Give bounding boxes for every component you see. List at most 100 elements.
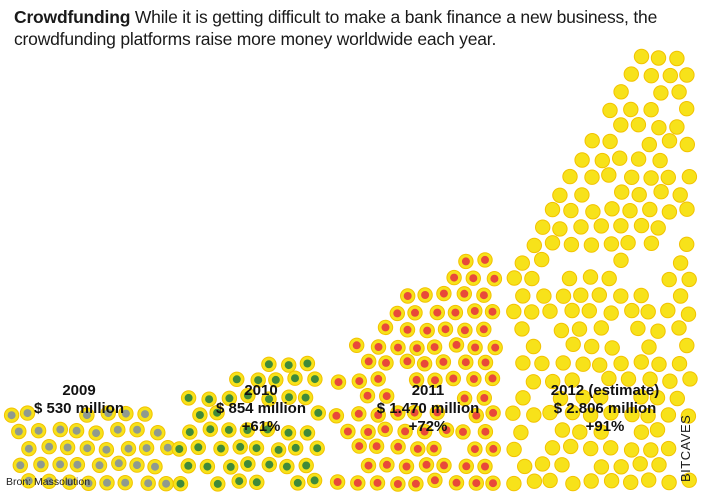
coin-2011 [438,422,455,438]
coin-2012 [604,201,620,217]
coin-2012 [681,472,697,488]
coin-2011 [389,305,405,322]
coin-2012 [574,187,590,203]
coin-2012 [660,169,676,186]
coin-2011 [377,319,394,336]
coin-2011 [436,285,452,302]
coin-2011 [416,356,433,372]
coin-2012 [585,204,601,220]
label-2012-growth: +91% [585,418,625,435]
coin-2010 [287,370,303,386]
coin-2009 [68,423,85,439]
coin-2012 [649,422,666,438]
coin-2012 [643,235,660,252]
coin-2012 [506,475,522,492]
coin-2010 [281,357,297,373]
coin-2011 [351,406,367,422]
coin-2009 [61,474,78,490]
coin-2010 [270,442,287,458]
coin-2012 [640,304,656,320]
coin-2011 [370,407,386,423]
coin-2011 [426,440,442,457]
coin-2010 [213,440,229,457]
coin-2009 [19,405,36,421]
coin-2012 [515,355,531,371]
coin-2011 [349,337,365,353]
coin-2012 [506,270,522,286]
coin-2011 [378,355,394,371]
coin-2012 [633,217,650,234]
coin-2012 [669,119,685,135]
coin-2011 [446,269,462,286]
coin-2012 [552,187,568,204]
coin-2010 [248,440,265,456]
coin-2011 [468,407,484,424]
coin-2012 [650,220,666,236]
coin-2012 [650,50,667,66]
coin-2012 [515,390,531,406]
coin-2010 [240,387,256,404]
coin-2012 [642,201,658,218]
coin-2012 [631,187,647,203]
coin-2011 [361,353,377,370]
coin-2011 [410,441,426,457]
coin-2011 [477,458,493,475]
coin-2011 [465,270,481,286]
coin-2012 [534,251,550,268]
coin-2009 [41,473,57,489]
coin-2012 [593,459,610,475]
coin-2011 [351,373,367,389]
coin-2010 [249,474,265,490]
coin-2012 [571,321,588,337]
coin-2012 [679,67,695,83]
coin-2011 [427,372,443,388]
coin-2009 [69,457,86,473]
coin-2011 [436,457,452,474]
coin-2012 [661,271,677,288]
coin-2012 [653,85,669,101]
coin-2012 [613,218,629,234]
coin-2012 [582,269,599,285]
coin-2012 [613,355,629,372]
coin-2012 [593,389,609,405]
coin-2012 [661,133,678,149]
coin-2011 [400,288,416,304]
coin-2012 [592,357,608,373]
coin-2012 [534,456,551,472]
coin-2012 [603,405,619,421]
coin-2010 [290,475,306,491]
coin-2009 [117,475,133,491]
coin-2012 [679,337,695,354]
coin-2012 [602,133,618,150]
coin-2012 [524,270,540,287]
coin-2012 [603,473,620,489]
coin-2009 [98,442,115,458]
coin-2009 [138,440,155,456]
coin-2010 [307,371,323,387]
coin-2011 [370,339,387,355]
coin-2010 [209,405,225,421]
coin-2009 [30,423,47,439]
coin-2012 [660,407,677,423]
coin-2012 [564,302,580,319]
coin-2012 [623,101,639,118]
coin-2009 [110,422,126,438]
coin-2011 [435,354,452,370]
coin-2011 [408,372,425,388]
coin-2012 [572,424,588,440]
coin-2012 [554,457,570,473]
coin-2011 [485,405,501,421]
coin-2012 [562,168,578,185]
coin-2011 [447,304,464,321]
coin-2012 [524,304,540,320]
coin-2012 [583,440,599,457]
coin-2011 [437,321,454,337]
coin-2010 [261,391,277,407]
coin-2010 [259,421,276,438]
coin-2012 [584,133,600,149]
label-2009-year: 2009 [62,382,96,399]
coin-2011 [406,404,423,421]
coin-2012 [506,441,522,458]
label-2011-year: 2011 [411,382,445,399]
coin-2012 [633,389,649,405]
